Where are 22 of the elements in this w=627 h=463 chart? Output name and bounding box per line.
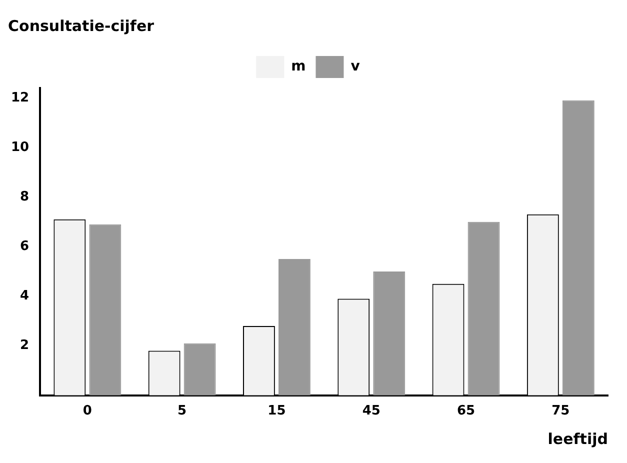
- x-tick-label: 0: [82, 404, 92, 419]
- bar: [89, 224, 122, 396]
- bar: [373, 271, 406, 396]
- x-tick-label: 75: [552, 404, 570, 419]
- x-tick-label: 65: [456, 404, 476, 419]
- y-tick-label: 12: [10, 90, 30, 106]
- y-tick-label: 4: [20, 288, 30, 304]
- bar: [184, 343, 216, 396]
- x-axis-title: leeftijd: [548, 430, 608, 448]
- x-tick-label: 15: [268, 404, 286, 419]
- bar: [468, 222, 500, 396]
- x-tick-label: 45: [362, 404, 380, 419]
- y-tick-label: 8: [20, 189, 30, 204]
- y-tick-label: 10: [10, 140, 30, 155]
- x-tick-label: 5: [178, 404, 187, 419]
- chart-title: Consultatie-cijfer: [8, 16, 155, 35]
- bar: [278, 259, 310, 396]
- y-tick-label: 6: [20, 239, 30, 254]
- y-tick-label: 2: [20, 338, 30, 354]
- legend-label: v: [350, 58, 360, 75]
- legend-label: m: [291, 58, 306, 75]
- bar: [562, 100, 594, 396]
